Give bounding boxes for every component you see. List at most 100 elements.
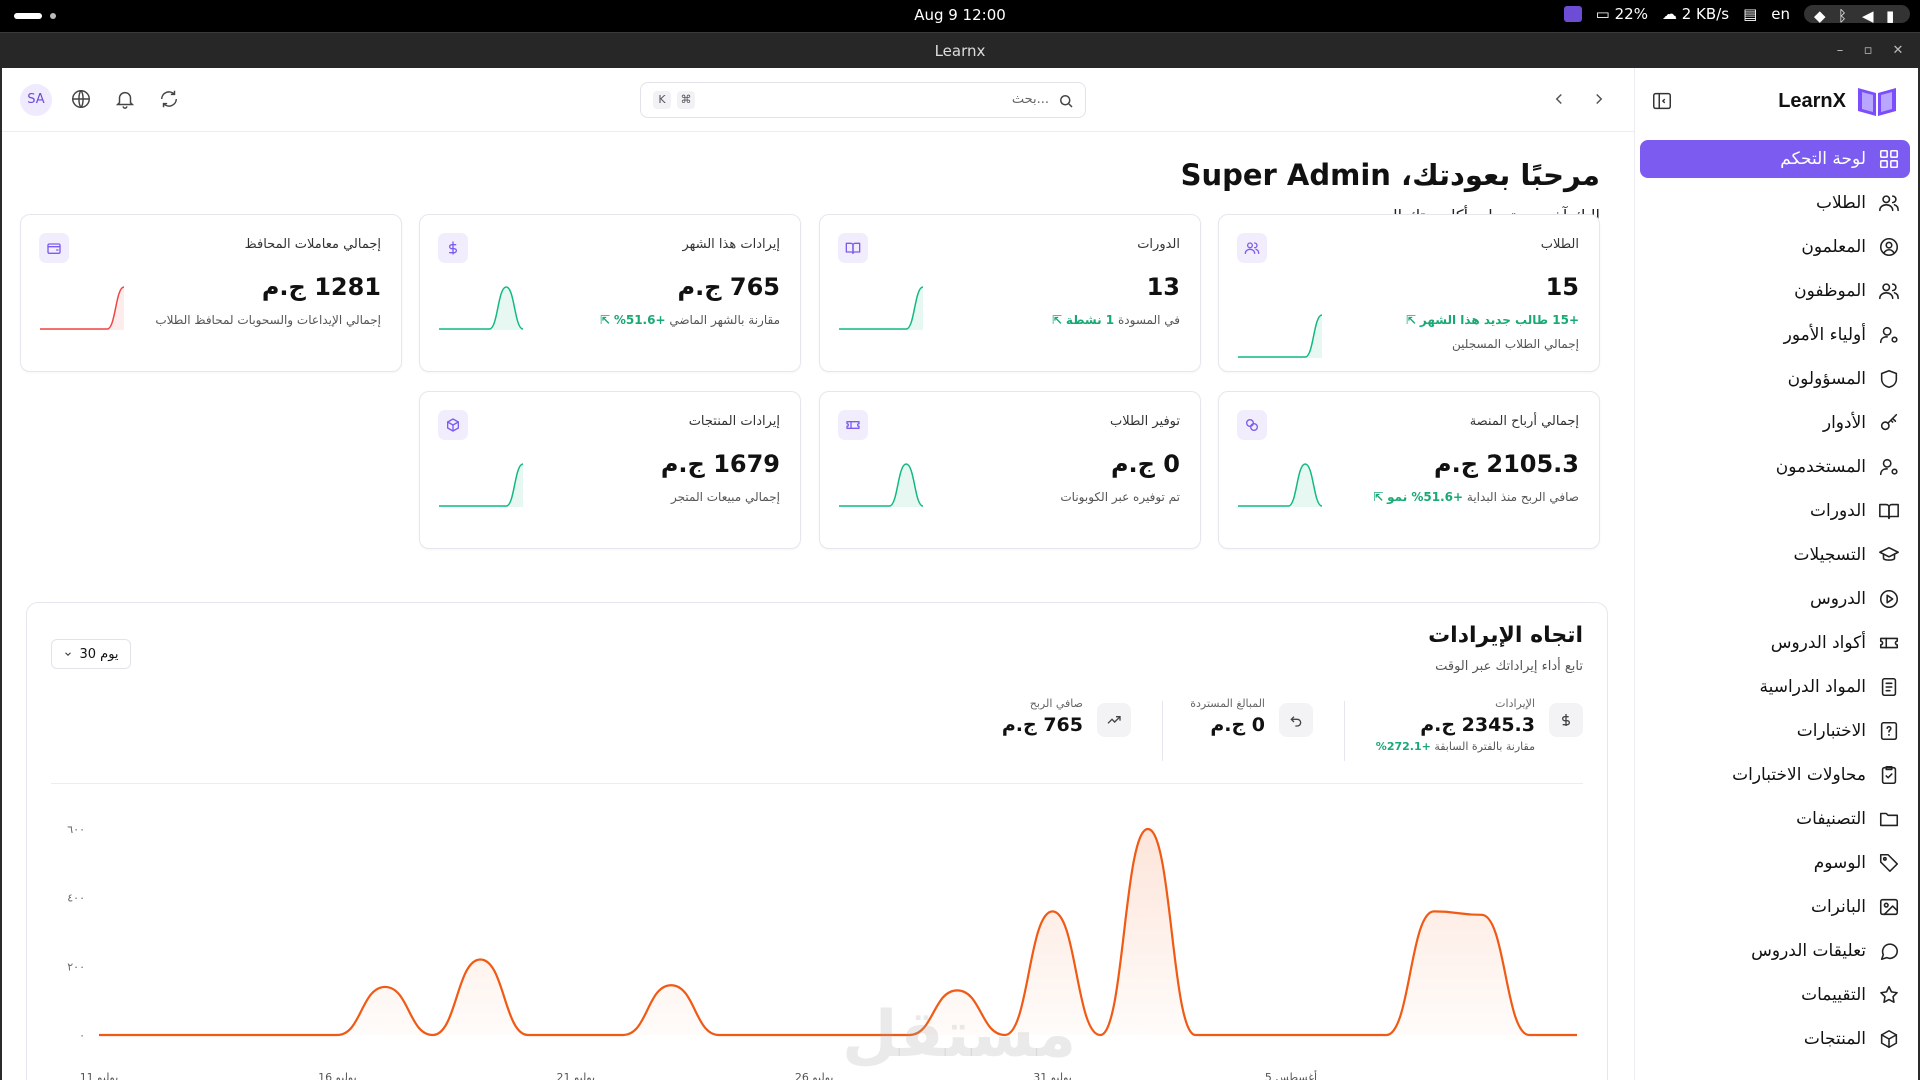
welcome-section: مرحبًا بعودتك، Super Admin إليك آخر مستج… (1181, 158, 1600, 225)
revenue-point[interactable] (1479, 912, 1485, 918)
tray-app-icon[interactable] (1563, 6, 1582, 22)
stat-card-subtitle: تم توفيره عبر الكوبونات (1060, 490, 1180, 504)
sidebar-item[interactable]: لوحة التحكم (1640, 140, 1910, 178)
revenue-point[interactable] (1240, 1032, 1246, 1038)
users-icon (1879, 283, 1899, 300)
sidebar-item[interactable]: الاختبارات (1640, 712, 1910, 750)
revenue-point[interactable] (1383, 1032, 1389, 1038)
sidebar-item[interactable]: أولياء الأمور (1640, 316, 1910, 354)
revenue-point[interactable] (954, 987, 960, 993)
revenue-point[interactable] (716, 1032, 722, 1038)
sidebar-item[interactable]: المسؤولون (1640, 360, 1910, 398)
maximize-icon[interactable]: ▫ (1863, 43, 1873, 58)
sidebar-item[interactable]: الوسوم (1640, 844, 1910, 882)
metric-divider (1162, 701, 1163, 761)
sidebar-toggle-icon[interactable] (1651, 90, 1673, 112)
revenue-point[interactable] (1288, 1032, 1294, 1038)
clipboard-icon[interactable]: ▤ (1743, 5, 1758, 23)
revenue-point[interactable] (477, 956, 483, 962)
revenue-point[interactable] (430, 1032, 436, 1038)
x-tick-label: يوليو 31 (1033, 1071, 1072, 1080)
avatar[interactable]: SA (20, 84, 52, 116)
sidebar-item[interactable]: التقييمات (1640, 976, 1910, 1014)
close-icon[interactable]: ✕ (1892, 43, 1904, 58)
revenue-point[interactable] (382, 984, 388, 990)
sidebar-item[interactable]: الدورات (1640, 492, 1910, 530)
metric-change-value: +272.1% (1375, 740, 1431, 753)
network-speed[interactable]: ☁ 2 KB/s (1661, 5, 1730, 23)
sidebar-item[interactable]: الدروس (1640, 580, 1910, 618)
stat-card-highlight-text: +15 طالب جديد هذا الشهر (1419, 313, 1579, 327)
sidebar-item[interactable]: الطلاب (1640, 184, 1910, 222)
revenue-point[interactable] (1193, 1032, 1199, 1038)
stat-card-sparkline (839, 463, 924, 507)
coins-icon (1246, 419, 1258, 431)
revenue-point[interactable] (573, 1032, 579, 1038)
sidebar-item-label: أكواد الدروس (1770, 633, 1866, 653)
os-tray: ▭ 22% ☁ 2 KB/s ▤ en ◆ ᛒ ◀ ▮ (1563, 5, 1910, 25)
revenue-point[interactable] (668, 982, 674, 988)
key-icon (1880, 413, 1898, 431)
sidebar-item[interactable]: المواد الدراسية (1640, 668, 1910, 706)
chart-divider (51, 783, 1583, 784)
revenue-point[interactable] (1574, 1032, 1580, 1038)
sparkline-line (40, 286, 125, 330)
chevron-right-icon[interactable] (1590, 90, 1608, 108)
sidebar-item-label: المستخدمون (1775, 457, 1866, 477)
search-input[interactable]: K ⌘ بحث... (640, 82, 1086, 118)
stat-card-subtitle: مقارنة بالشهر الماضي +51.6% ⇱ (599, 313, 780, 327)
refresh-icon[interactable] (158, 88, 180, 110)
system-menu[interactable]: ◆ ᛒ ◀ ▮ (1804, 5, 1910, 25)
book-open-icon (1879, 503, 1899, 520)
revenue-point[interactable] (191, 1032, 197, 1038)
sidebar-item[interactable]: المعلمون (1640, 228, 1910, 266)
stat-card-icon (1237, 410, 1267, 440)
globe-icon[interactable] (70, 88, 92, 110)
revenue-point[interactable] (96, 1032, 102, 1038)
sidebar-item[interactable]: الموظفون (1640, 272, 1910, 310)
workspace-indicator[interactable] (14, 13, 42, 19)
stat-card-title: إيرادات المنتجات (688, 414, 780, 429)
sidebar-item[interactable]: الأدوار (1640, 404, 1910, 442)
revenue-point[interactable] (1336, 1032, 1342, 1038)
sidebar-item[interactable]: أكواد الدروس (1640, 624, 1910, 662)
stat-card-value: 13 (1146, 273, 1180, 301)
revenue-point[interactable] (1431, 908, 1437, 914)
clipboard-check-icon (1881, 765, 1897, 785)
wallet-icon (47, 243, 61, 254)
sidebar-item[interactable]: البانرات (1640, 888, 1910, 926)
bell-icon[interactable] (114, 88, 136, 110)
revenue-point[interactable] (1526, 1032, 1532, 1038)
learnx-logo-icon (1858, 88, 1896, 116)
comment-icon (1880, 943, 1899, 961)
range-select[interactable]: 30 يوم (51, 639, 131, 669)
chevron-left-icon[interactable] (1550, 90, 1568, 108)
sidebar-item[interactable]: تعليقات الدروس (1640, 932, 1910, 970)
minimize-icon[interactable]: – (1836, 43, 1844, 58)
workspace-dot[interactable] (50, 13, 56, 19)
metric-net-profit: صافي الربح 765 ج.م (1002, 697, 1083, 736)
brand[interactable]: LearnX (1778, 84, 1898, 118)
sidebar-item[interactable]: المنتجات (1640, 1020, 1910, 1058)
revenue-point[interactable] (1097, 1032, 1103, 1038)
battery-status[interactable]: ▭ 22% (1595, 5, 1648, 23)
sidebar-item[interactable]: المستخدمون (1640, 448, 1910, 486)
os-clock[interactable]: Aug 9 12:00 (914, 6, 1006, 24)
revenue-point[interactable] (287, 1032, 293, 1038)
watermark-logo-sub: mostaql.com (848, 1078, 1042, 1080)
revenue-point[interactable] (334, 1032, 340, 1038)
sidebar-item[interactable]: محاولات الاختبارات (1640, 756, 1910, 794)
revenue-point[interactable] (620, 1032, 626, 1038)
undo-icon (1290, 716, 1302, 727)
revenue-point[interactable] (1145, 826, 1151, 832)
revenue-point[interactable] (1050, 908, 1056, 914)
revenue-point[interactable] (239, 1032, 245, 1038)
keyboard-language[interactable]: en (1771, 5, 1790, 23)
revenue-point[interactable] (144, 1032, 150, 1038)
sidebar-item[interactable]: التصنيفات (1640, 800, 1910, 838)
sparkline-area (40, 287, 124, 330)
revenue-point[interactable] (763, 1032, 769, 1038)
sidebar-item[interactable]: التسجيلات (1640, 536, 1910, 574)
revenue-point[interactable] (811, 1032, 817, 1038)
revenue-point[interactable] (525, 1032, 531, 1038)
